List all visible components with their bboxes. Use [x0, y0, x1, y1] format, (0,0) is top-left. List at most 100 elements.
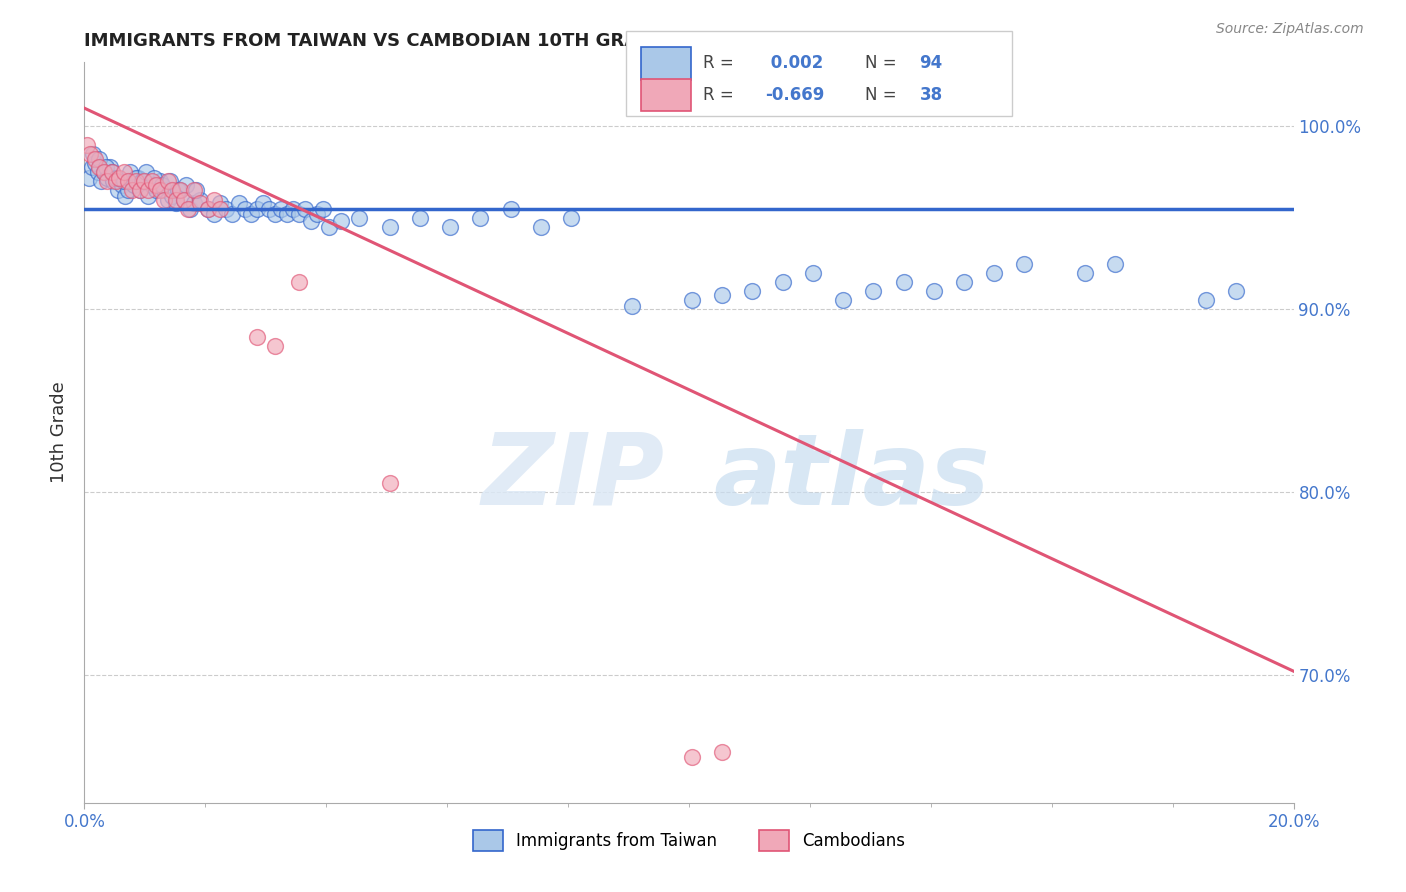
Point [129, 183, 152, 197]
Point [263, 207, 285, 221]
Point [202, 207, 225, 221]
Point [93, 165, 115, 179]
Point [681, 750, 703, 764]
Text: 0.002: 0.002 [765, 54, 823, 72]
Y-axis label: 10th Grade: 10th Grade [51, 382, 69, 483]
Point [179, 202, 201, 216]
Point [470, 211, 492, 225]
Point [330, 214, 353, 228]
Point [202, 193, 225, 207]
Point [318, 219, 340, 234]
Point [80, 160, 103, 174]
Point [118, 165, 141, 179]
Point [281, 202, 304, 216]
Text: ZIP: ZIP [482, 428, 665, 525]
Point [832, 293, 855, 307]
Point [153, 183, 176, 197]
Point [263, 339, 285, 353]
Point [141, 174, 163, 188]
Text: 38: 38 [920, 86, 942, 103]
Point [312, 202, 335, 216]
Point [257, 202, 280, 216]
Point [169, 183, 191, 197]
Point [117, 174, 139, 188]
Point [681, 293, 703, 307]
FancyBboxPatch shape [641, 78, 692, 111]
Point [112, 165, 135, 179]
Point [89, 153, 111, 167]
Point [150, 178, 173, 192]
Point [183, 183, 205, 197]
Point [84, 153, 107, 167]
Point [183, 196, 205, 211]
Point [246, 202, 269, 216]
Point [252, 196, 274, 211]
Point [100, 165, 122, 179]
Point [160, 189, 183, 203]
Point [132, 174, 155, 188]
Point [711, 287, 734, 301]
Point [177, 202, 200, 216]
Point [378, 219, 401, 234]
Point [127, 170, 149, 185]
Point [294, 202, 316, 216]
Point [169, 183, 191, 197]
Point [125, 174, 148, 188]
Point [186, 183, 208, 197]
Text: N =: N = [865, 54, 903, 72]
Text: 94: 94 [920, 54, 943, 72]
Point [862, 284, 884, 298]
Point [96, 174, 118, 188]
Point [141, 178, 163, 192]
Point [156, 193, 179, 207]
Point [772, 275, 794, 289]
Point [136, 183, 159, 197]
Point [173, 193, 195, 207]
FancyBboxPatch shape [626, 31, 1012, 116]
Point [228, 196, 250, 211]
Text: R =: R = [703, 86, 740, 103]
Point [136, 189, 159, 203]
Point [711, 745, 734, 759]
Point [96, 170, 118, 185]
Point [1014, 256, 1036, 270]
Point [107, 183, 129, 197]
Point [103, 174, 125, 188]
Point [530, 219, 553, 234]
Point [1195, 293, 1218, 307]
Point [299, 214, 322, 228]
Point [153, 193, 176, 207]
Text: atlas: atlas [713, 428, 990, 525]
Point [215, 202, 238, 216]
FancyBboxPatch shape [641, 47, 692, 79]
Point [104, 170, 127, 185]
Point [246, 329, 269, 343]
Text: R =: R = [703, 54, 740, 72]
Point [156, 174, 179, 188]
Point [288, 275, 311, 289]
Point [174, 178, 197, 192]
Point [145, 178, 167, 192]
Point [131, 174, 153, 188]
Point [121, 183, 143, 197]
Point [378, 475, 401, 490]
Point [801, 266, 824, 280]
Point [111, 178, 134, 192]
Point [108, 170, 131, 185]
Point [82, 146, 104, 161]
Point [197, 202, 219, 216]
Point [149, 174, 172, 188]
Point [276, 207, 298, 221]
Point [499, 202, 522, 216]
Point [190, 196, 212, 211]
Point [122, 178, 145, 192]
Point [409, 211, 432, 225]
Point [209, 202, 232, 216]
Point [90, 174, 112, 188]
Point [94, 160, 117, 174]
Text: Source: ZipAtlas.com: Source: ZipAtlas.com [1216, 22, 1364, 37]
Point [190, 193, 212, 207]
Point [1225, 284, 1247, 298]
Point [173, 193, 195, 207]
Point [922, 284, 945, 298]
